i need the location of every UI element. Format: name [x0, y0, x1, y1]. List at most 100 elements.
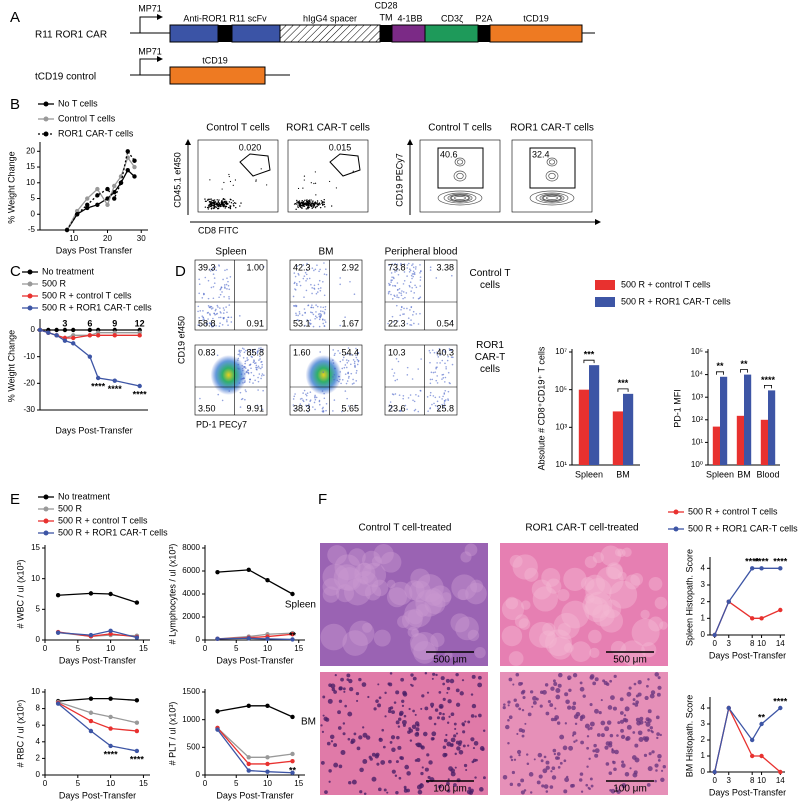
histology-texture: [584, 597, 610, 623]
histology-texture: [464, 543, 478, 557]
histology-texture: [482, 729, 486, 732]
flow-event: [395, 304, 398, 307]
flow-event: [227, 316, 230, 319]
flow-event: [307, 407, 310, 409]
flow-event: [403, 263, 406, 265]
histology-texture: [451, 574, 478, 601]
flow-event: [436, 405, 439, 408]
flow-event: [221, 188, 223, 190]
flow-event: [394, 393, 397, 395]
flow-event: [210, 200, 212, 203]
histology-texture: [450, 613, 470, 633]
y-tick-label: 3: [701, 580, 706, 589]
flow-event: [322, 310, 324, 313]
flow-event: [227, 203, 229, 205]
flow-title: ROR1 CAR-T cells: [510, 123, 594, 134]
flow-event: [246, 357, 248, 359]
flow-event: [294, 393, 296, 395]
flow-event: [347, 347, 350, 349]
flow-event: [296, 203, 298, 205]
histology-texture: [648, 752, 652, 756]
flow-event: [237, 353, 240, 356]
flow-event: [311, 311, 314, 314]
y-axis-label: # RBC / ul (x10⁶): [15, 700, 25, 768]
histology-texture: [589, 703, 593, 707]
flow-event: [396, 378, 399, 381]
flow-event: [222, 317, 225, 319]
data-point: [265, 769, 270, 774]
flow-event: [296, 284, 298, 286]
histology-texture: [538, 774, 543, 779]
flow-event: [346, 380, 349, 382]
histology-texture: [408, 727, 412, 731]
flow-event: [257, 349, 259, 352]
flow-event: [412, 399, 414, 402]
histology-texture: [338, 764, 343, 769]
flow-event: [224, 269, 226, 272]
flow-contour: [453, 170, 467, 182]
histology-texture: [424, 593, 446, 615]
histology-texture: [377, 683, 380, 686]
flow-event: [319, 351, 321, 353]
flow-event: [354, 404, 357, 407]
construct-name: tCD19 control: [35, 72, 96, 83]
bar: [589, 365, 600, 465]
flow-event: [426, 396, 429, 398]
flow-event: [342, 356, 345, 359]
histology-texture: [624, 718, 629, 723]
column-title: Control T cell-treated: [358, 523, 451, 534]
histology-texture: [388, 581, 413, 606]
flow-event: [299, 403, 302, 405]
histology-texture: [513, 698, 517, 702]
histology-texture: [431, 731, 437, 737]
x-tick-label: Spleen: [575, 469, 603, 479]
histology-texture: [438, 703, 444, 709]
flow-event: [305, 208, 308, 210]
flow-event: [322, 406, 324, 409]
histology-texture: [585, 577, 612, 605]
flow-event: [293, 305, 296, 307]
histology-texture: [547, 699, 551, 704]
histology-texture: [617, 721, 621, 725]
flow-event: [309, 323, 311, 325]
flow-event: [316, 202, 318, 204]
flow-event: [355, 347, 357, 350]
flow-event: [232, 204, 235, 207]
histology-texture: [638, 736, 644, 742]
flow-event: [324, 321, 327, 323]
flow-event: [318, 318, 321, 321]
flow-event: [346, 353, 348, 356]
flow-event: [354, 364, 356, 367]
flow-event: [389, 401, 392, 403]
histology-texture: [518, 707, 522, 711]
histology-texture: [371, 776, 377, 782]
flow-event: [221, 202, 224, 204]
flow-event: [214, 266, 217, 268]
flow-event: [443, 393, 446, 395]
x-tick-label: 20: [103, 234, 112, 243]
histology-texture: [609, 679, 613, 683]
flow-gate-value: 40.6: [440, 149, 458, 159]
flow-event: [225, 203, 228, 205]
histology-texture: [648, 577, 663, 591]
flow-event: [322, 201, 324, 203]
flow-event: [306, 269, 308, 272]
x-tick-label: 3: [727, 776, 732, 785]
flow-event: [309, 203, 311, 205]
histology-texture: [415, 727, 420, 732]
histology-texture: [656, 736, 659, 740]
legend-marker: [673, 526, 679, 532]
row-label-box: ROR1 CAR-T cells: [475, 340, 506, 375]
histology-texture: [645, 717, 650, 722]
histology-texture: [549, 785, 554, 789]
y-tick-label: 2: [701, 735, 706, 744]
histology-texture: [539, 704, 543, 708]
histology-texture: [600, 733, 605, 738]
histology-texture: [545, 760, 550, 765]
flow-event: [244, 380, 246, 382]
histology-texture: [554, 707, 557, 710]
data-point: [46, 330, 51, 335]
legend-label: 500 R + ROR1 CAR-T cells: [621, 296, 731, 306]
histology-texture: [416, 723, 420, 727]
